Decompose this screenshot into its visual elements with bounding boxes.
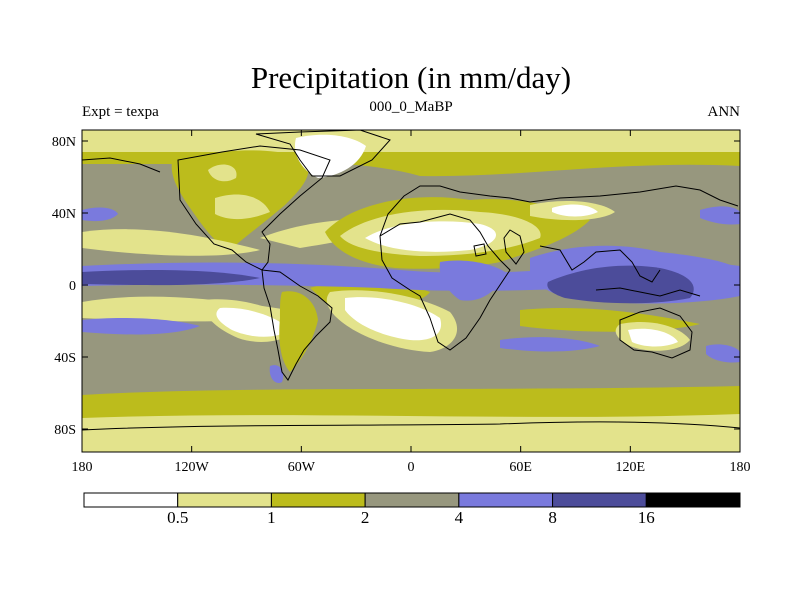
legend-label: 1 — [267, 508, 276, 527]
lat-tick-label: 80S — [54, 423, 76, 438]
lat-tick-label: 80N — [52, 135, 76, 150]
lat-tick-label: 40S — [54, 351, 76, 366]
longitude-axis: 180 120W 60W 0 60E 120E 180 — [72, 130, 751, 475]
lon-tick-label: 180 — [72, 460, 93, 475]
season-label: ANN — [708, 104, 741, 120]
lat-tick-label: 0 — [69, 279, 76, 294]
legend-swatch — [458, 492, 554, 508]
lon-tick-label: 60E — [509, 460, 532, 475]
lon-tick-label: 0 — [408, 460, 415, 475]
precipitation-field — [82, 130, 740, 452]
legend-swatch — [177, 492, 272, 508]
legend-label: 4 — [455, 508, 464, 527]
legend-swatch — [270, 492, 366, 508]
experiment-label: Expt = texpa — [82, 104, 159, 120]
legend-label: 2 — [361, 508, 370, 527]
lon-tick-label: 120E — [616, 460, 646, 475]
legend-swatch — [645, 492, 741, 508]
map-title: Precipitation (in mm/day) — [251, 60, 571, 95]
lon-tick-label: 60W — [288, 460, 316, 475]
lat-tick-label: 40N — [52, 207, 76, 222]
legend-swatch — [364, 492, 460, 508]
legend-swatch — [552, 492, 647, 508]
lon-tick-label: 120W — [175, 460, 210, 475]
time-label: 000_0_MaBP — [369, 99, 452, 115]
lon-tick-label: 180 — [730, 460, 751, 475]
legend-label: 0.5 — [167, 508, 188, 527]
latitude-axis: 80N 40N 0 40S 80S — [52, 135, 740, 438]
color-legend: 0.5 1 2 4 8 16 — [83, 492, 741, 527]
legend-label: 8 — [548, 508, 557, 527]
legend-label: 16 — [638, 508, 655, 527]
coastlines — [82, 130, 740, 431]
legend-swatch — [83, 492, 179, 508]
